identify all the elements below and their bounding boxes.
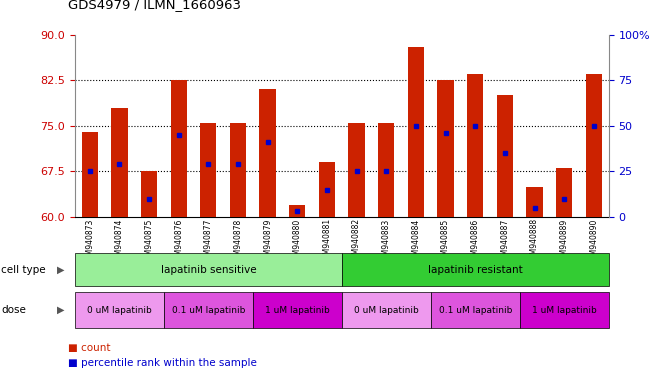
Text: cell type: cell type (1, 265, 46, 275)
Text: 0 uM lapatinib: 0 uM lapatinib (354, 306, 419, 314)
Bar (171, 80, 187, 217)
Bar (467, 74, 484, 217)
Text: lapatinib sensitive: lapatinib sensitive (161, 265, 256, 275)
Text: 1 uM lapatinib: 1 uM lapatinib (532, 306, 596, 314)
Bar (141, 171, 157, 217)
Bar (200, 123, 217, 217)
Text: ■ percentile rank within the sample: ■ percentile rank within the sample (68, 358, 257, 368)
Text: ▶: ▶ (57, 305, 64, 315)
Bar (408, 47, 424, 217)
Text: GDS4979 / ILMN_1660963: GDS4979 / ILMN_1660963 (68, 0, 242, 12)
Bar (586, 74, 602, 217)
Text: 1 uM lapatinib: 1 uM lapatinib (265, 306, 329, 314)
Text: ▶: ▶ (57, 265, 64, 275)
Text: dose: dose (1, 305, 26, 315)
Bar (556, 168, 572, 217)
Bar (289, 205, 305, 217)
Text: 0.1 uM lapatinib: 0.1 uM lapatinib (172, 306, 245, 314)
Bar (260, 89, 276, 217)
Bar (111, 108, 128, 217)
Bar (378, 123, 395, 217)
Text: lapatinib resistant: lapatinib resistant (428, 265, 523, 275)
Bar (527, 187, 543, 217)
Bar (497, 95, 513, 217)
Text: 0 uM lapatinib: 0 uM lapatinib (87, 306, 152, 314)
Bar (230, 123, 246, 217)
Bar (348, 123, 365, 217)
Bar (81, 132, 98, 217)
Bar (437, 80, 454, 217)
Text: ■ count: ■ count (68, 343, 111, 353)
Text: 0.1 uM lapatinib: 0.1 uM lapatinib (439, 306, 512, 314)
Bar (319, 162, 335, 217)
